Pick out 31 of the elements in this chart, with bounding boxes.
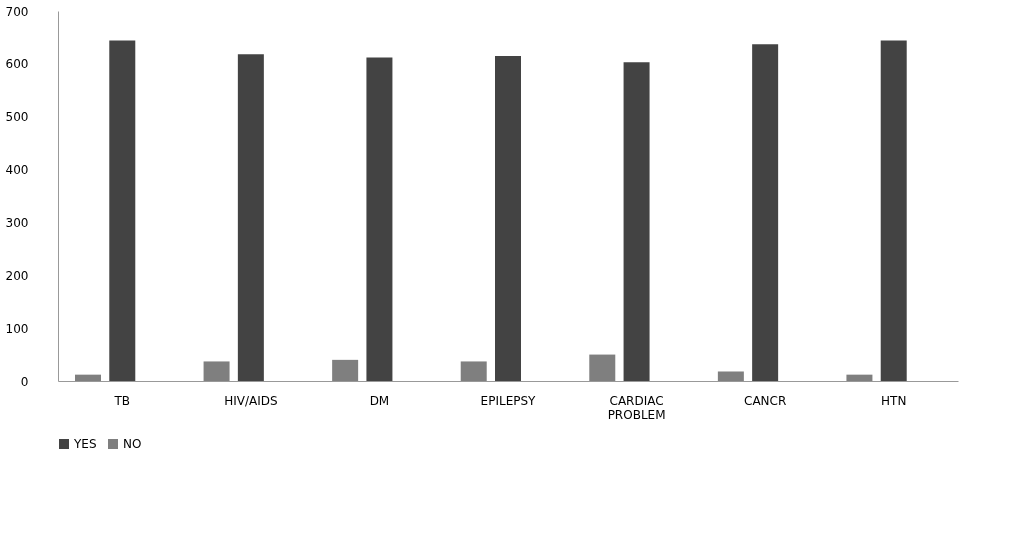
- x-tick-label: DM: [369, 393, 390, 408]
- bar: [880, 40, 907, 381]
- y-tick-label: 600: [5, 57, 29, 72]
- x-tick-label: CANCR: [744, 393, 787, 408]
- y-tick-label: 300: [5, 215, 29, 230]
- bar: [237, 54, 264, 381]
- x-tick-label: HTN: [881, 393, 907, 408]
- legend-label: NO: [123, 437, 142, 451]
- y-tick-label: 400: [5, 163, 29, 178]
- x-tick-label: HIV/AIDS: [224, 393, 278, 408]
- bar: [495, 55, 521, 381]
- y-tick-label: 500: [5, 110, 29, 125]
- y-tick-label: 700: [5, 4, 29, 19]
- bar: [623, 62, 650, 381]
- bar: [717, 371, 744, 381]
- y-tick-label: 0: [20, 374, 29, 389]
- bar: [203, 361, 230, 381]
- legend-label: YES: [73, 437, 97, 451]
- bar: [332, 359, 359, 381]
- bar: [460, 361, 487, 381]
- bar: [109, 40, 136, 381]
- bar: [752, 44, 779, 381]
- bar: [366, 57, 393, 381]
- y-tick-label: 100: [5, 321, 29, 336]
- bar: [75, 374, 101, 381]
- bar: [846, 374, 873, 381]
- x-tick-label: EPILEPSY: [480, 393, 537, 408]
- x-tick-label: CARDIAC PROBLEM: [607, 393, 666, 422]
- y-tick-label: 200: [5, 268, 29, 283]
- x-tick-label: TB: [113, 393, 131, 408]
- bar: [589, 354, 616, 381]
